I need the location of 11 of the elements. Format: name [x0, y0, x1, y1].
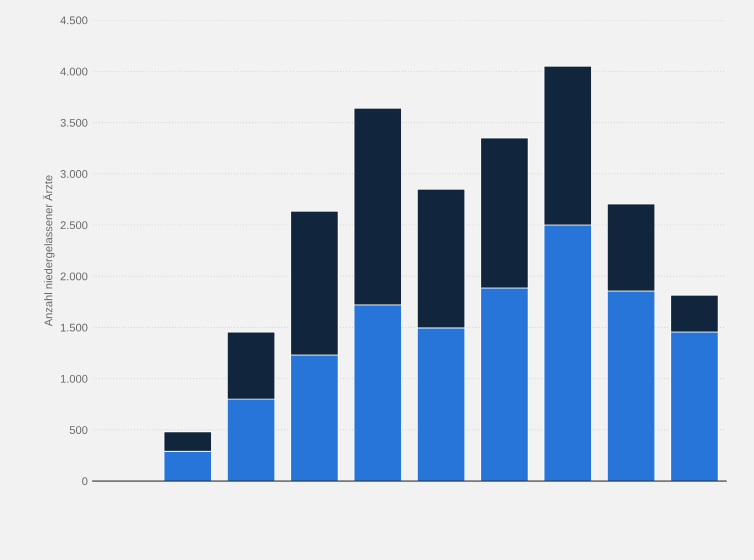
y-tick-label: 4.000	[60, 68, 88, 76]
y-tick-label: 500	[70, 426, 88, 434]
y-tick-label: 3.000	[60, 170, 88, 178]
y-axis-title: Anzahl niedergelassener Ärzte	[42, 175, 55, 326]
y-tick-label: 0	[82, 477, 88, 486]
y-tick-label: 1.500	[60, 324, 88, 332]
y-tick-label: 2.000	[60, 272, 88, 280]
y-tick-label: 2.500	[60, 221, 88, 230]
y-tick-label: 3.500	[60, 118, 88, 127]
y-tick-label: 1.000	[60, 374, 88, 383]
y-tick-label: 4.500	[60, 16, 88, 24]
